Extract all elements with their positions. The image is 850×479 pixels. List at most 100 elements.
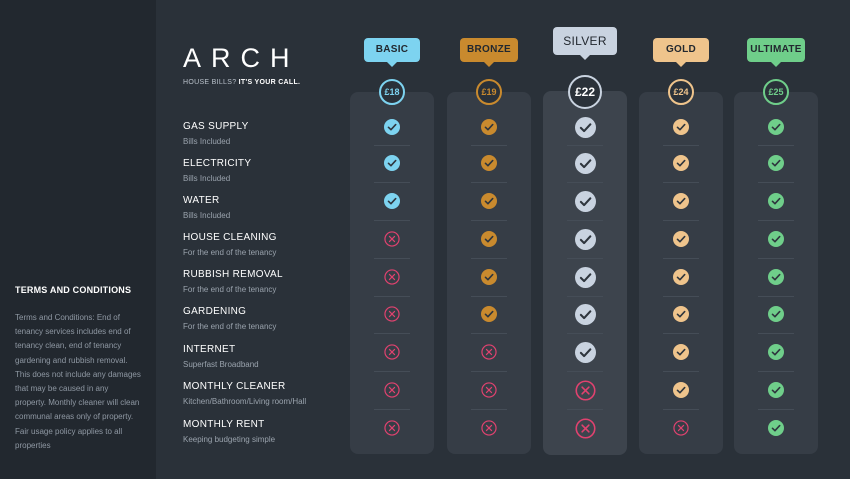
check-icon: [384, 155, 400, 171]
row-divider: [374, 182, 410, 183]
check-icon: [574, 190, 596, 212]
feature-name: RUBBISH REMOVAL: [183, 269, 283, 280]
sidebar: TERMS AND CONDITIONS Terms and Condition…: [0, 0, 156, 479]
cross-icon: [384, 344, 400, 360]
row-divider: [758, 333, 794, 334]
feature-description: For the end of the tenancy: [183, 285, 277, 294]
row-divider: [471, 296, 507, 297]
feature-name: HOUSE CLEANING: [183, 232, 277, 243]
cross-icon: [384, 269, 400, 285]
plan-price: £18: [379, 79, 405, 105]
brand-logo: ARCH: [183, 43, 300, 73]
check-icon: [481, 269, 497, 285]
check-icon: [768, 119, 784, 135]
check-icon: [574, 152, 596, 174]
check-icon: [574, 116, 596, 138]
check-icon: [481, 119, 497, 135]
feature-description: Kitchen/Bathroom/Living room/Hall: [183, 397, 307, 406]
feature-row: MONTHLY CLEANER Kitchen/Bathroom/Living r…: [183, 381, 353, 407]
check-icon: [481, 193, 497, 209]
plan-price: £25: [763, 79, 789, 105]
check-icon: [768, 420, 784, 436]
row-divider: [374, 145, 410, 146]
row-divider: [374, 333, 410, 334]
row-divider: [663, 258, 699, 259]
check-icon: [768, 155, 784, 171]
feature-description: For the end of the tenancy: [183, 248, 277, 257]
check-icon: [481, 155, 497, 171]
row-divider: [663, 182, 699, 183]
check-icon: [673, 155, 689, 171]
feature-description: For the end of the tenancy: [183, 322, 277, 331]
row-divider: [374, 409, 410, 410]
plan-name-badge[interactable]: BRONZE: [460, 38, 518, 67]
row-divider: [471, 220, 507, 221]
row-divider: [663, 145, 699, 146]
plan-column-basic[interactable]: [350, 92, 434, 454]
feature-row: MONTHLY RENT Keeping budgeting simple: [183, 419, 353, 445]
row-divider: [663, 333, 699, 334]
row-divider: [663, 220, 699, 221]
check-icon: [384, 193, 400, 209]
row-divider: [374, 296, 410, 297]
row-divider: [663, 371, 699, 372]
plan-name-badge[interactable]: GOLD: [653, 38, 709, 67]
feature-name: GAS SUPPLY: [183, 121, 249, 132]
check-icon: [574, 266, 596, 288]
row-divider: [758, 145, 794, 146]
feature-row: ELECTRICITY Bills Included: [183, 158, 353, 184]
check-icon: [574, 228, 596, 250]
feature-row: RUBBISH REMOVAL For the end of the tenanc…: [183, 269, 353, 295]
check-icon: [768, 306, 784, 322]
check-icon: [673, 382, 689, 398]
check-icon: [574, 341, 596, 363]
feature-description: Bills Included: [183, 137, 231, 146]
plan-price: £19: [476, 79, 502, 105]
feature-name: MONTHLY RENT: [183, 419, 265, 430]
check-icon: [673, 231, 689, 247]
row-divider: [567, 182, 603, 183]
row-divider: [471, 145, 507, 146]
check-icon: [768, 231, 784, 247]
row-divider: [374, 371, 410, 372]
check-icon: [673, 119, 689, 135]
row-divider: [567, 333, 603, 334]
row-divider: [471, 409, 507, 410]
check-icon: [673, 344, 689, 360]
check-icon: [673, 269, 689, 285]
row-divider: [374, 258, 410, 259]
tagline-bold: IT'S YOUR CALL.: [238, 79, 301, 86]
row-divider: [758, 182, 794, 183]
plan-name-badge[interactable]: ULTIMATE: [747, 38, 805, 67]
cross-icon: [481, 344, 497, 360]
row-divider: [663, 409, 699, 410]
check-icon: [768, 344, 784, 360]
row-divider: [758, 371, 794, 372]
plan-name-badge[interactable]: SILVER: [553, 27, 617, 60]
check-icon: [673, 193, 689, 209]
brand-tagline: HOUSE BILLS? IT'S YOUR CALL.: [183, 79, 300, 86]
cross-icon: [481, 382, 497, 398]
feature-row: GAS SUPPLY Bills Included: [183, 121, 353, 147]
cross-icon: [673, 420, 689, 436]
cross-icon: [574, 417, 596, 439]
cross-icon: [384, 420, 400, 436]
row-divider: [567, 296, 603, 297]
row-divider: [758, 409, 794, 410]
feature-row: HOUSE CLEANING For the end of the tenancy: [183, 232, 353, 258]
cross-icon: [481, 420, 497, 436]
row-divider: [471, 258, 507, 259]
row-divider: [758, 258, 794, 259]
feature-description: Keeping budgeting simple: [183, 435, 276, 444]
feature-row: WATER Bills Included: [183, 195, 353, 221]
feature-row: INTERNET Superfast Broadband: [183, 344, 353, 370]
check-icon: [768, 382, 784, 398]
feature-row: GARDENING For the end of the tenancy: [183, 306, 353, 332]
row-divider: [471, 371, 507, 372]
row-divider: [663, 296, 699, 297]
row-divider: [567, 145, 603, 146]
feature-name: ELECTRICITY: [183, 158, 252, 169]
feature-description: Bills Included: [183, 174, 231, 183]
check-icon: [768, 269, 784, 285]
plan-name-badge[interactable]: BASIC: [364, 38, 420, 67]
